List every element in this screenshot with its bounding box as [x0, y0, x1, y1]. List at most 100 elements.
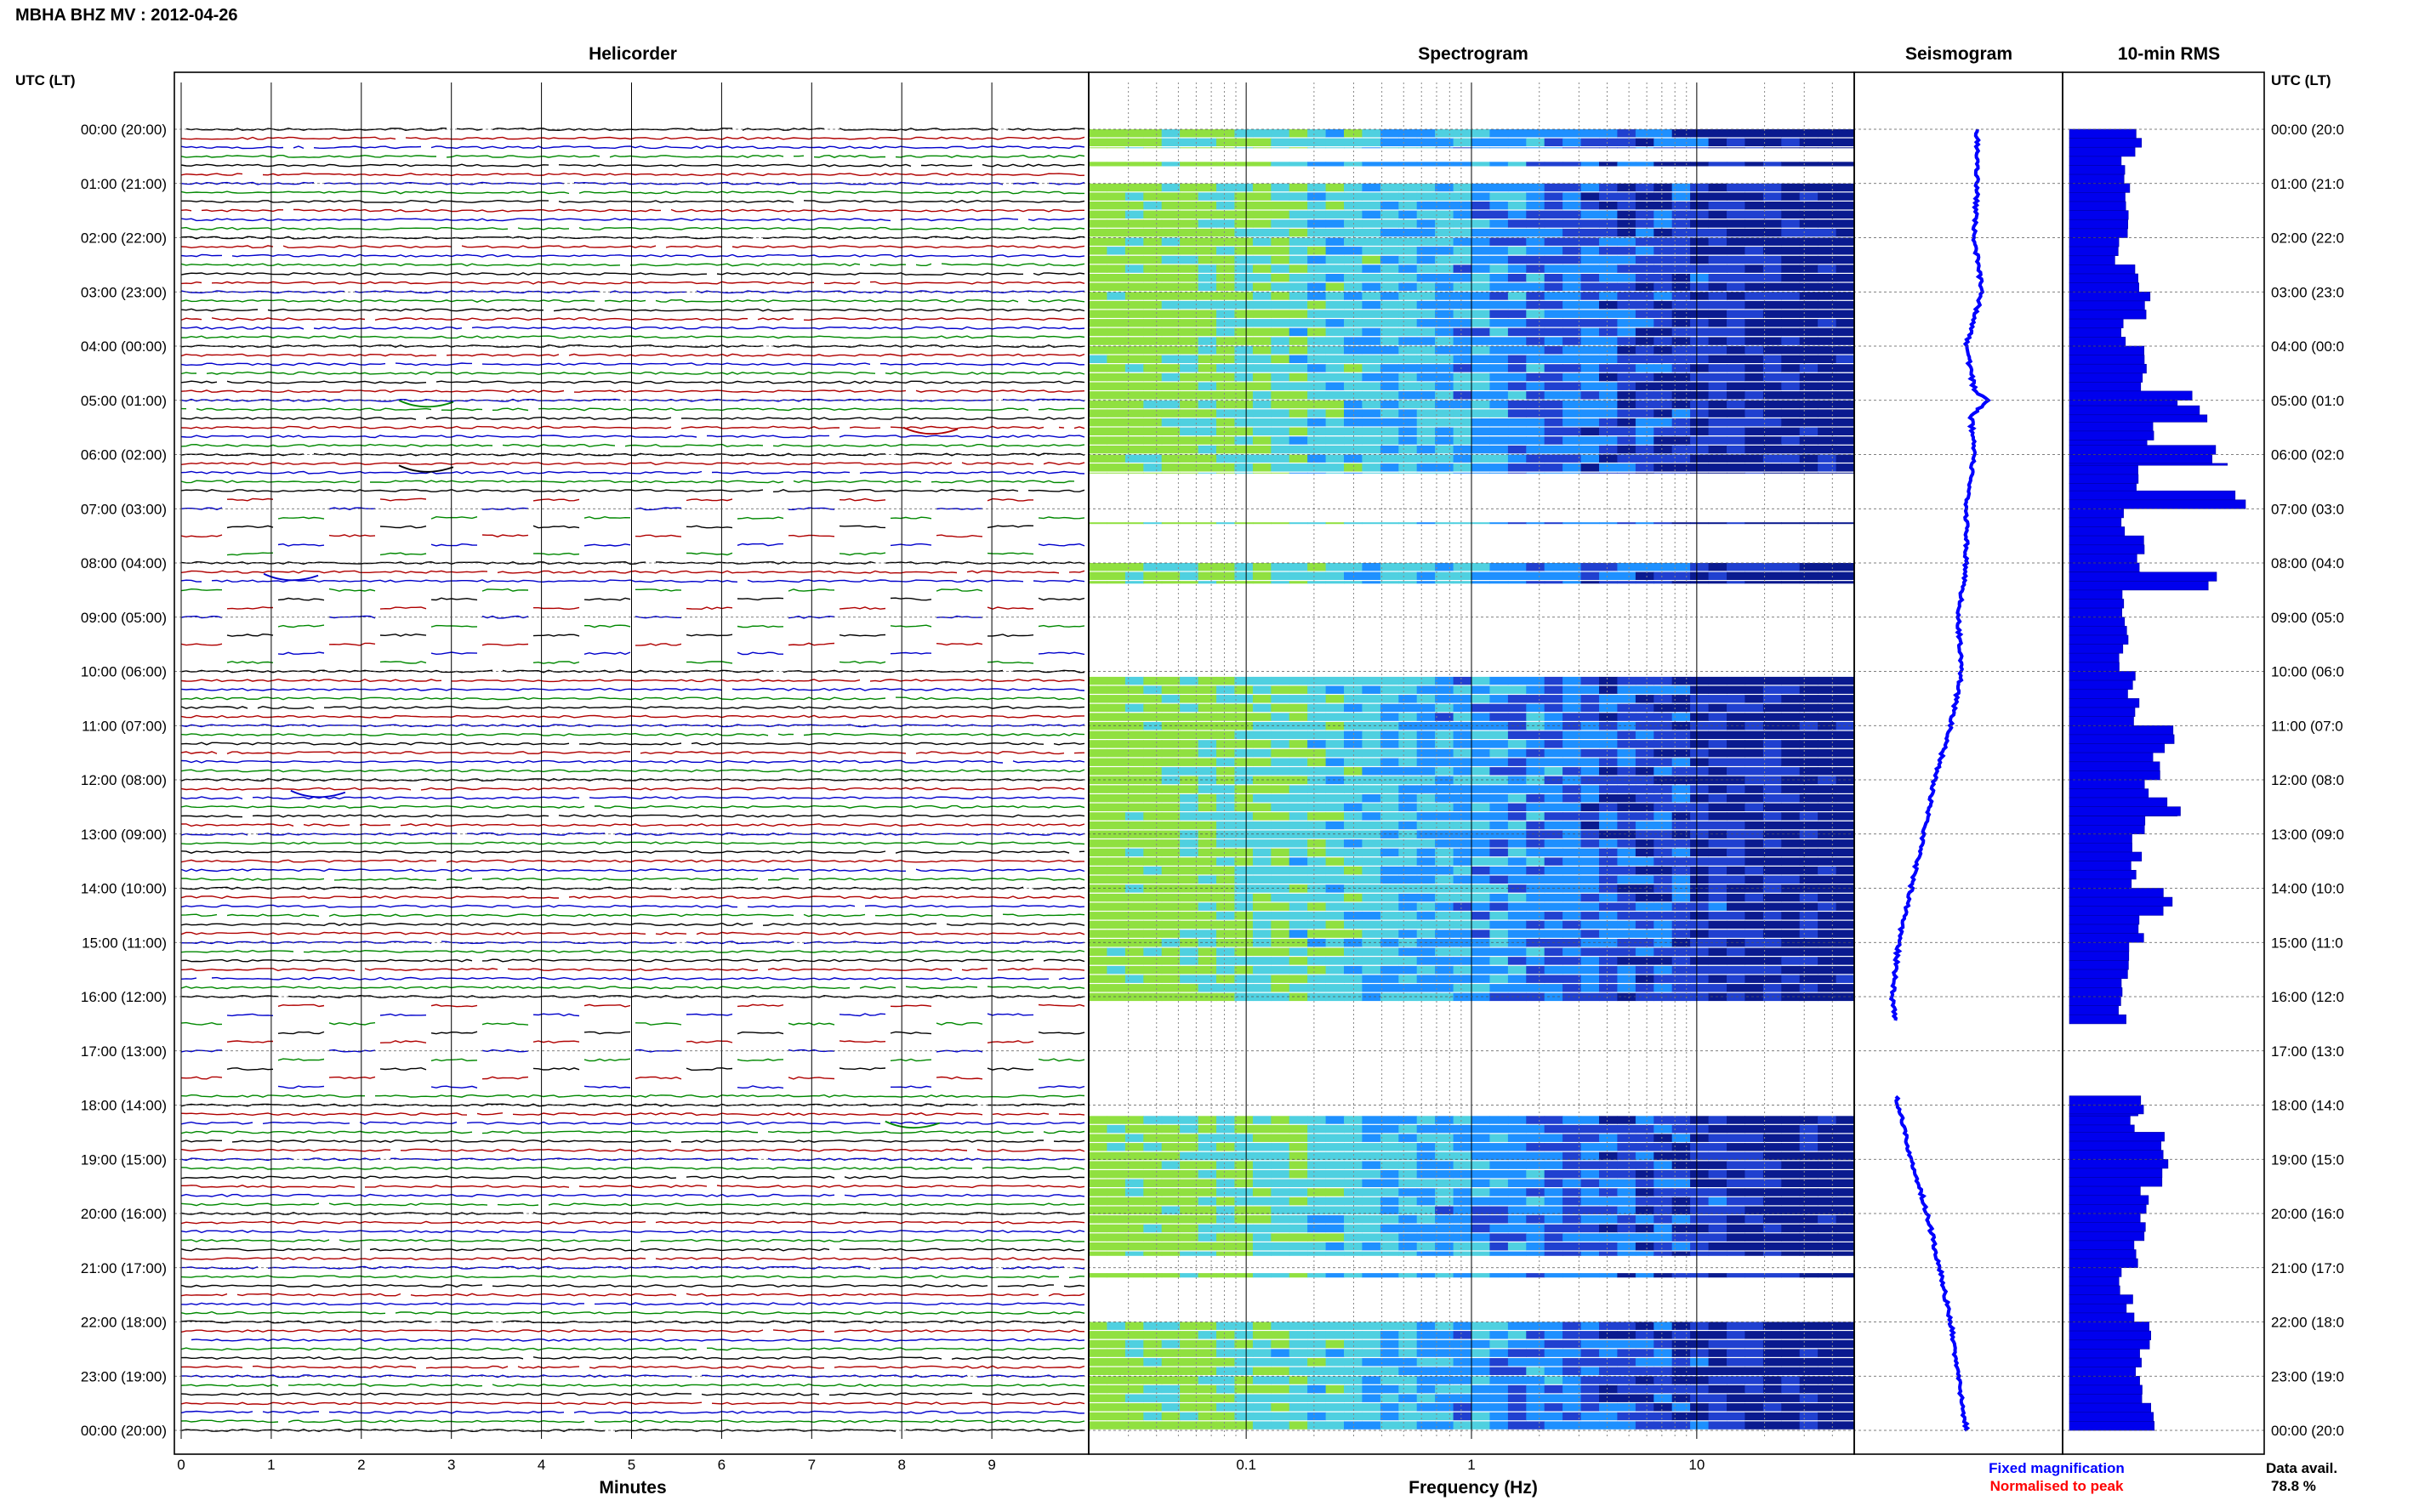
spectrogram-cell	[1435, 138, 1454, 146]
spectrogram-cell	[1307, 454, 1327, 463]
spectrogram-cell	[1180, 337, 1199, 345]
spectrogram-cell	[1599, 1331, 1618, 1339]
spectrogram-cell	[1745, 1124, 1764, 1134]
spectrogram-cell	[1344, 1224, 1363, 1233]
spectrogram-cell	[1362, 965, 1381, 975]
spectrogram-cell	[1727, 965, 1745, 975]
spectrogram-cell	[1435, 1134, 1454, 1142]
spectrogram-cell	[1416, 274, 1436, 282]
spectrogram-cell	[1325, 445, 1345, 454]
spectrogram-cell	[1599, 463, 1618, 472]
spectrogram-cell	[1762, 1215, 1782, 1224]
spectrogram-cell	[1836, 1151, 1855, 1161]
spectrogram-cell	[1489, 571, 1509, 580]
spectrogram-cell	[1234, 264, 1254, 273]
spectrogram-cell	[1380, 839, 1399, 848]
spectrogram-cell	[1453, 867, 1472, 875]
spectrogram-cell	[1344, 1151, 1363, 1161]
spectrogram-cell	[1781, 1339, 1801, 1349]
spectrogram-cell	[1180, 839, 1199, 848]
spectrogram-cell	[1507, 192, 1527, 201]
spectrogram-cell	[1198, 147, 1217, 149]
spectrogram-cell	[1562, 821, 1582, 830]
spectrogram-cell	[1216, 129, 1235, 138]
spectrogram-cell	[1344, 902, 1363, 911]
spectrogram-cell	[1544, 364, 1563, 372]
spectrogram-cell	[1690, 912, 1710, 920]
spectrogram-cell	[1617, 427, 1636, 435]
spectrogram-cell	[1781, 992, 1801, 1002]
spectrogram-cell	[1836, 228, 1855, 237]
spectrogram-cell	[1307, 676, 1327, 685]
spectrogram-cell	[1271, 1143, 1290, 1151]
spectrogram-cell	[1489, 247, 1509, 255]
spectrogram-cell	[1380, 803, 1399, 811]
spectrogram-cell	[1380, 785, 1399, 793]
panel-frames	[174, 71, 2265, 1455]
spectrogram-cell	[1708, 767, 1727, 776]
spectrogram-cell	[1562, 300, 1582, 310]
spectrogram-cell	[1671, 676, 1691, 685]
spectrogram-cell	[1289, 445, 1308, 454]
spectrogram-cell	[1599, 454, 1618, 463]
spectrogram-cell	[1398, 563, 1418, 571]
spectrogram-cell	[1526, 758, 1545, 766]
spectrogram-cell	[1453, 463, 1472, 472]
spectrogram-cell	[1617, 685, 1636, 694]
spectrogram-cell	[1708, 1339, 1727, 1349]
spectrogram-cell	[1526, 255, 1545, 264]
spectrogram-cell	[1398, 920, 1418, 929]
spectrogram-cell	[1526, 282, 1545, 291]
spectrogram-cell	[1307, 1367, 1327, 1375]
spectrogram-cell	[1544, 676, 1563, 685]
spectrogram-cell	[1836, 292, 1855, 300]
spectrogram-cell	[1344, 563, 1363, 571]
spectrogram-cell	[1089, 183, 1107, 192]
spectrogram-cell	[1580, 138, 1600, 146]
spectrogram-cell	[1307, 776, 1327, 785]
helicorder-trace	[180, 281, 1085, 285]
spectrogram-cell	[1526, 274, 1545, 282]
spectrogram-cell	[1234, 1224, 1254, 1233]
spectrogram-cell	[1124, 1161, 1144, 1169]
spectrogram-cell	[1143, 785, 1163, 793]
spectrogram-cell	[1617, 282, 1636, 291]
spectrogram-cell	[1635, 337, 1654, 345]
spectrogram-cell	[1307, 965, 1327, 975]
spectrogram-cell	[1435, 794, 1454, 803]
spectrogram-cell	[1836, 1339, 1855, 1349]
helicorder-tick-label: 5	[628, 1457, 635, 1473]
spectrogram-cell	[1380, 965, 1399, 975]
spectrogram-cell	[1799, 300, 1819, 310]
spectrogram-cell	[1799, 364, 1819, 372]
spectrogram-cell	[1344, 812, 1363, 821]
spectrogram-cell	[1435, 247, 1454, 255]
spectrogram-cell	[1198, 418, 1217, 427]
right-time-tick: 07:00 (03:0	[2271, 501, 2344, 517]
spectrogram-cell	[1362, 355, 1381, 363]
spectrogram-cell	[1216, 382, 1235, 390]
spectrogram-cell	[1252, 703, 1272, 713]
spectrogram-cell	[1180, 418, 1199, 427]
spectrogram-cell	[1180, 1358, 1199, 1367]
spectrogram-cell	[1325, 228, 1345, 237]
spectrogram-cell	[1143, 821, 1163, 830]
spectrogram-cell	[1507, 563, 1527, 571]
spectrogram-cell	[1398, 1358, 1418, 1367]
spectrogram-cell	[1799, 571, 1819, 580]
spectrogram-cell	[1325, 1367, 1345, 1375]
spectrogram-cell	[1781, 740, 1801, 748]
spectrogram-cell	[1180, 776, 1199, 785]
spectrogram-cell	[1398, 947, 1418, 956]
spectrogram-cell	[1344, 1242, 1363, 1251]
spectrogram-cell	[1727, 310, 1745, 318]
spectrogram-cell	[1599, 902, 1618, 911]
spectrogram-cell	[1107, 1331, 1126, 1339]
spectrogram-cell	[1344, 1233, 1363, 1242]
spectrogram-cell	[1344, 1412, 1363, 1421]
spectrogram-cell	[1089, 129, 1107, 138]
spectrogram-cell	[1180, 1331, 1199, 1339]
spectrogram-cell	[1471, 454, 1490, 463]
spectrogram-cell	[1489, 1170, 1509, 1179]
spectrogram-cell	[1198, 912, 1217, 920]
